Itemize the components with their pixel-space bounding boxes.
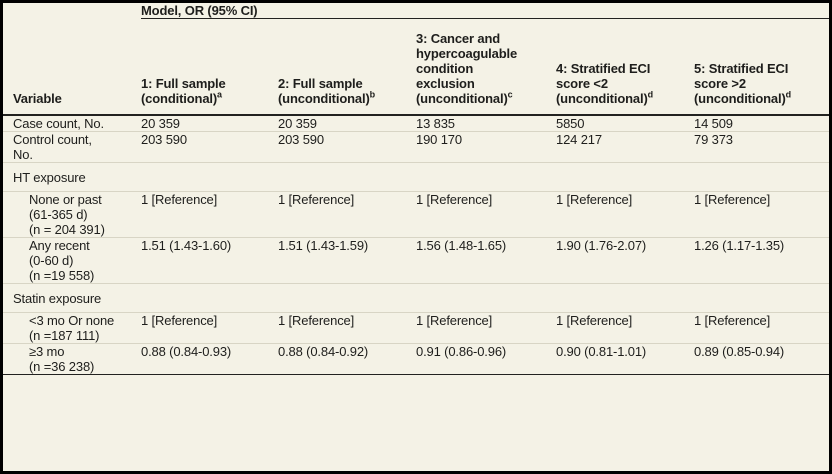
table-cell: 203 590 — [278, 131, 416, 163]
row-label: Case count, No. — [13, 116, 104, 131]
table-cell: 14 509 — [694, 116, 733, 131]
footnote-marker: a — [217, 89, 222, 100]
table-cell: 1 [Reference] — [278, 312, 416, 344]
table-row-none-or-past: None or past (61-365 d) (n = 204 391) 1 … — [3, 191, 829, 238]
table-cell: 1 [Reference] — [141, 191, 278, 238]
table-cell: 1.51 (1.43-1.60) — [141, 237, 278, 284]
table-cell: 203 590 — [141, 131, 278, 163]
row-label: Any recent (0-60 d) (n =19 558) — [3, 237, 141, 284]
section-label: HT exposure — [3, 162, 141, 192]
section-empty-cell — [141, 162, 829, 192]
table-cell: 190 170 — [416, 131, 556, 163]
column-header-variable: Variable — [3, 18, 141, 116]
column-header-model-1: 1: Full sample (conditional)a — [141, 18, 278, 116]
table-cell: 5850 — [556, 116, 585, 131]
row-label: Control count, No. — [3, 131, 141, 163]
table-cell: 1 [Reference] — [694, 191, 829, 238]
section-label: Statin exposure — [3, 283, 141, 313]
spanner-spacer-cell — [3, 3, 141, 19]
table-row-less-3mo-or-none: <3 mo Or none (n =187 111) 1 [Reference]… — [3, 312, 829, 344]
footnote-marker: b — [369, 89, 376, 100]
table-cell: 1.90 (1.76-2.07) — [556, 237, 694, 284]
table-row-any-recent: Any recent (0-60 d) (n =19 558) 1.51 (1.… — [3, 237, 829, 284]
table-cell: 0.89 (0.85-0.94) — [694, 343, 829, 375]
column-header-model-5: 5: Stratified ECI score >2 (unconditiona… — [694, 18, 829, 116]
table-cell: 0.88 (0.84-0.92) — [278, 343, 416, 375]
table-row-case-count: Case count, No. 20 359 20 359 13 835 585… — [3, 115, 829, 132]
table-cell: 1 [Reference] — [278, 191, 416, 238]
row-label: <3 mo Or none (n =187 111) — [3, 312, 141, 344]
column-header-model-4: 4: Stratified ECI score <2 (unconditiona… — [556, 18, 694, 116]
section-row-statin-exposure: Statin exposure — [3, 283, 829, 313]
section-row-ht-exposure: HT exposure — [3, 162, 829, 192]
table-cell: 1 [Reference] — [556, 312, 694, 344]
spanner-header: Model, OR (95% CI) — [141, 3, 829, 19]
footnote-marker: d — [785, 89, 792, 100]
table-cell: 79 373 — [694, 131, 829, 163]
footnote-marker: d — [647, 89, 654, 100]
table-row-control-count: Control count, No. 203 590 203 590 190 1… — [3, 131, 829, 163]
table-cell: 0.91 (0.86-0.96) — [416, 343, 556, 375]
table-row-gte-3mo: ≥3 mo (n =36 238) 0.88 (0.84-0.93) 0.88 … — [3, 343, 829, 375]
table-cell: 1.26 (1.17-1.35) — [694, 237, 829, 284]
table-cell: 1 [Reference] — [416, 191, 556, 238]
table-cell: 1.51 (1.43-1.59) — [278, 237, 416, 284]
table-cell: 0.88 (0.84-0.93) — [141, 343, 278, 375]
table-cell: 1 [Reference] — [694, 312, 829, 344]
table-cell: 1 [Reference] — [141, 312, 278, 344]
table-cell: 1 [Reference] — [556, 191, 694, 238]
footnote-marker: c — [507, 89, 513, 100]
table-cell: 0.90 (0.81-1.01) — [556, 343, 694, 375]
table-cell: 13 835 — [416, 116, 455, 131]
table-cell: 20 359 — [141, 116, 180, 131]
table-cell: 124 217 — [556, 131, 694, 163]
table-cell: 20 359 — [278, 116, 317, 131]
spanner-label: Model, OR (95% CI) — [141, 3, 258, 18]
table-cell: 1.56 (1.48-1.65) — [416, 237, 556, 284]
section-empty-cell — [141, 283, 829, 313]
row-label: ≥3 mo (n =36 238) — [3, 343, 141, 375]
column-header-model-3: 3: Cancer and hypercoagulable condition … — [416, 18, 556, 116]
column-header-row: Variable 1: Full sample (conditional)a 2… — [3, 18, 829, 116]
results-table: Model, OR (95% CI) Variable 1: Full samp… — [3, 3, 829, 375]
table-cell: 1 [Reference] — [416, 312, 556, 344]
column-header-model-2: 2: Full sample (unconditional)b — [278, 18, 416, 116]
row-label: None or past (61-365 d) (n = 204 391) — [3, 191, 141, 238]
spanner-row: Model, OR (95% CI) — [3, 3, 829, 19]
